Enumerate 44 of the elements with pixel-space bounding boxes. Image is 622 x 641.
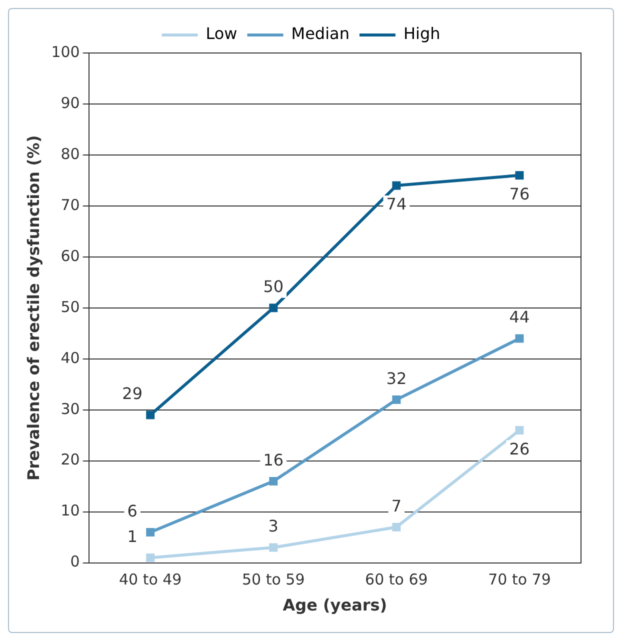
point <box>515 426 524 434</box>
y-tick-label: 70 <box>60 196 80 214</box>
point <box>146 410 155 420</box>
y-axis-title: Prevalence of erectile dysfunction (%) <box>24 135 43 481</box>
data-label: 74 <box>386 194 407 214</box>
legend-label: Median <box>291 24 350 44</box>
y-tick-label: 20 <box>60 450 80 469</box>
y-tick-label: 0 <box>70 552 80 571</box>
y-tick-label: 50 <box>60 298 80 316</box>
point <box>269 476 278 486</box>
point <box>146 528 155 536</box>
x-tick-label: 60 to 69 <box>365 570 428 589</box>
data-label: 29 <box>122 384 143 404</box>
y-tick-label: 10 <box>60 502 80 520</box>
x-tick-label: 50 to 59 <box>242 570 305 589</box>
data-label: 76 <box>509 184 530 204</box>
data-label: 44 <box>509 308 530 327</box>
x-axis-title: Age (years) <box>282 596 388 615</box>
y-tick-label: 100 <box>51 42 80 61</box>
legend-label: High <box>403 24 440 44</box>
y-tick-label: 60 <box>60 246 80 265</box>
point <box>269 304 278 312</box>
x-tick-label: 70 to 79 <box>488 570 551 589</box>
point <box>515 334 524 343</box>
data-label: 7 <box>391 496 402 516</box>
point <box>392 181 401 190</box>
point <box>392 395 401 404</box>
data-label: 26 <box>509 439 530 458</box>
y-tick-label: 90 <box>60 94 80 112</box>
data-label: 32 <box>386 368 407 388</box>
y-tick-label: 30 <box>60 400 80 418</box>
y-tick-label: 40 <box>60 348 80 367</box>
data-label: 50 <box>263 277 284 296</box>
data-label: 3 <box>268 516 278 536</box>
data-label: 6 <box>127 501 138 520</box>
point <box>392 522 401 532</box>
point <box>515 171 524 180</box>
point <box>269 543 278 552</box>
data-label: 1 <box>127 526 138 546</box>
point <box>146 553 155 562</box>
x-tick-label: 40 to 49 <box>118 570 182 589</box>
data-label: 16 <box>263 450 284 470</box>
y-tick-label: 80 <box>60 144 80 163</box>
legend-label: Low <box>206 24 238 44</box>
